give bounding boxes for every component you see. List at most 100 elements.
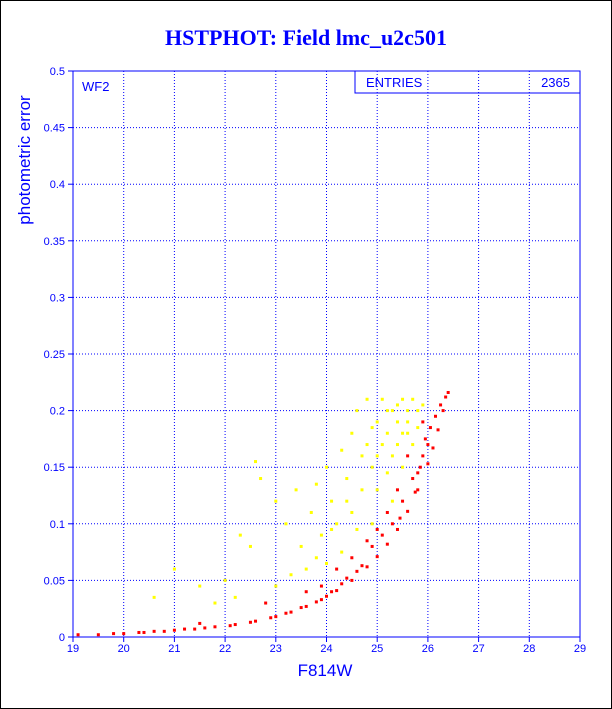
data-point xyxy=(142,630,146,634)
data-point xyxy=(406,454,410,458)
data-point xyxy=(401,465,405,469)
data-point xyxy=(203,626,207,630)
y-tick-label: 0.45 xyxy=(44,123,65,135)
stats-entries-label: ENTRIES xyxy=(366,75,423,90)
x-tick-label: 25 xyxy=(371,643,383,655)
data-point xyxy=(423,437,427,441)
data-point xyxy=(330,527,334,531)
data-point xyxy=(264,601,268,605)
data-point xyxy=(375,454,379,458)
data-point xyxy=(390,522,394,526)
x-tick-label: 24 xyxy=(320,643,332,655)
data-point xyxy=(340,448,344,452)
data-point xyxy=(421,403,425,407)
panel-label: WF2 xyxy=(82,79,109,94)
data-point xyxy=(254,460,258,464)
x-tick-label: 28 xyxy=(523,643,535,655)
data-point xyxy=(418,465,422,469)
y-tick-label: 0.2 xyxy=(50,406,65,418)
data-point xyxy=(335,589,339,593)
data-point xyxy=(330,590,334,594)
data-point xyxy=(370,465,374,469)
data-point xyxy=(162,629,166,633)
data-point xyxy=(152,595,156,599)
y-tick-label: 0.15 xyxy=(44,462,65,474)
data-point xyxy=(375,527,379,531)
data-point xyxy=(441,409,445,413)
y-tick-label: 0 xyxy=(59,632,65,644)
data-point xyxy=(370,544,374,548)
data-point xyxy=(259,477,263,481)
y-tick-label: 0.35 xyxy=(44,236,65,248)
data-point xyxy=(350,578,354,582)
data-point xyxy=(198,621,202,625)
y-tick-label: 0.5 xyxy=(50,66,65,78)
data-point xyxy=(309,510,313,514)
y-axis-label: photometric error xyxy=(15,95,34,225)
data-point xyxy=(96,633,100,637)
stats-entries-value: 2365 xyxy=(541,75,570,90)
data-point xyxy=(385,409,389,413)
data-point xyxy=(284,522,288,526)
data-point xyxy=(289,610,293,614)
data-point xyxy=(198,584,202,588)
data-point xyxy=(325,594,328,598)
data-point xyxy=(395,488,399,492)
data-point xyxy=(304,567,308,571)
data-point xyxy=(398,516,402,520)
data-point xyxy=(330,499,334,503)
data-point xyxy=(385,510,389,514)
data-point xyxy=(335,567,339,571)
data-point xyxy=(345,499,349,503)
data-point xyxy=(360,454,364,458)
x-tick-label: 27 xyxy=(472,643,484,655)
x-tick-label: 19 xyxy=(67,643,79,655)
data-point xyxy=(360,564,364,568)
data-point xyxy=(390,499,394,503)
data-point xyxy=(431,446,435,450)
data-point xyxy=(223,578,227,582)
data-point xyxy=(416,488,420,492)
data-point xyxy=(421,420,425,424)
data-point xyxy=(294,488,298,492)
x-tick-label: 21 xyxy=(168,643,180,655)
data-point xyxy=(248,544,252,548)
y-tick-label: 0.1 xyxy=(50,519,65,531)
data-point xyxy=(380,397,384,401)
grid xyxy=(72,70,581,638)
data-point xyxy=(395,443,399,447)
x-tick-label: 26 xyxy=(422,643,434,655)
data-point xyxy=(411,443,415,447)
data-point xyxy=(385,471,389,475)
data-point xyxy=(193,627,197,631)
data-point xyxy=(390,454,394,458)
data-point xyxy=(238,533,242,537)
data-point xyxy=(439,403,443,407)
data-point xyxy=(434,414,438,418)
data-point xyxy=(401,499,405,503)
y-tick-label: 0.3 xyxy=(50,292,65,304)
data-point xyxy=(350,431,354,435)
data-point xyxy=(137,630,141,634)
data-point xyxy=(274,584,278,588)
data-point xyxy=(319,533,323,537)
data-point xyxy=(411,477,415,481)
data-point xyxy=(375,488,379,492)
data-point xyxy=(335,522,339,526)
data-point xyxy=(360,488,364,492)
data-point xyxy=(406,409,410,413)
data-point xyxy=(319,584,323,588)
data-point xyxy=(380,443,384,447)
data-point xyxy=(350,556,354,560)
data-point xyxy=(345,576,349,580)
data-point xyxy=(421,454,425,458)
data-point xyxy=(413,490,417,494)
data-point xyxy=(355,527,359,531)
data-point xyxy=(304,590,308,594)
data-point xyxy=(416,471,420,475)
data-point xyxy=(314,482,318,486)
data-point xyxy=(370,522,374,526)
data-point xyxy=(254,619,258,623)
data-point xyxy=(122,632,126,636)
data-point xyxy=(172,567,176,571)
